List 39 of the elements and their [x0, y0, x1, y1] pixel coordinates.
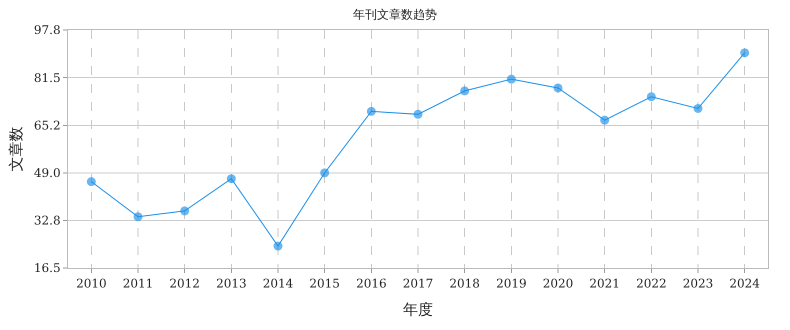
point: [180, 206, 190, 216]
point: [740, 48, 750, 58]
y-tick-label: 32.8: [34, 213, 61, 228]
x-tick-label: 2013: [216, 276, 247, 290]
point: [554, 83, 562, 92]
point: [86, 177, 96, 186]
point: [646, 92, 656, 102]
x-tick-label: 2021: [589, 276, 620, 290]
x-tick-label: 2024: [729, 276, 760, 290]
y-tick-label: 65.2: [34, 118, 61, 133]
point: [414, 110, 422, 119]
x-axis-title: 年度: [403, 300, 433, 318]
point: [506, 74, 516, 84]
x-tick-label: 2022: [636, 276, 667, 290]
x-tick-label: 2012: [169, 276, 200, 290]
x-tick-label: 2020: [542, 276, 574, 290]
x-tick-label: 2017: [402, 276, 434, 290]
x-tick-label: 2014: [262, 276, 294, 290]
point: [600, 116, 610, 125]
x-tick-label: 2010: [76, 276, 107, 290]
y-tick-label: 81.5: [34, 70, 61, 85]
point: [134, 212, 142, 222]
x-tick-label: 2011: [122, 276, 154, 290]
y-tick-label: 49.0: [34, 166, 61, 180]
point: [320, 168, 330, 178]
x-tick-label: 2019: [496, 276, 527, 290]
x-tick-label: 2018: [449, 276, 480, 290]
y-tick-label: 16.5: [34, 261, 61, 276]
point: [226, 174, 236, 184]
chart-title: 年刊文章数趋势: [353, 7, 437, 22]
x-tick-label: 2023: [682, 276, 714, 290]
point: [366, 106, 376, 116]
point: [274, 242, 282, 251]
point: [694, 104, 702, 113]
point: [460, 86, 470, 96]
y-tick-label: 97.8: [34, 23, 61, 38]
x-tick-label: 2016: [356, 276, 387, 290]
x-tick-label: 2015: [309, 276, 340, 290]
y-axis-title: 文章数: [7, 126, 26, 172]
